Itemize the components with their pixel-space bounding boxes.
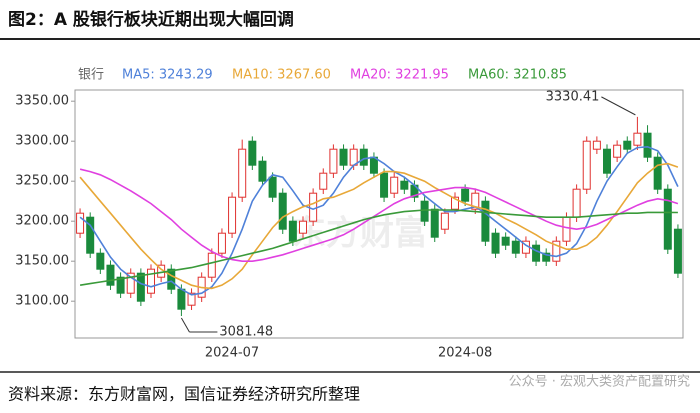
candle-body (147, 268, 155, 294)
x-tick-label: 2024-07 (205, 346, 259, 361)
plot-frame (74, 89, 684, 339)
max-arrow (601, 96, 636, 116)
candle-body (167, 268, 176, 290)
candle-body (633, 132, 642, 146)
candle-body (258, 160, 267, 182)
candle-body (461, 188, 470, 202)
candle-body (329, 148, 338, 174)
y-tick-label: 3100.00 (15, 294, 69, 309)
candle-body (177, 288, 186, 310)
candle-body (319, 172, 328, 190)
candle-body (238, 148, 247, 198)
candle-body (653, 156, 662, 190)
ma-line (79, 168, 679, 263)
candle-body (339, 148, 348, 166)
legend-title: 银行 (78, 68, 104, 83)
candle-body (542, 252, 551, 262)
candle-body (663, 188, 672, 250)
candle-body (511, 240, 520, 254)
candle-body (501, 236, 510, 246)
legend-label: MA10: 3267.60 (232, 68, 331, 83)
candle-body (613, 144, 622, 158)
candle-body (380, 172, 389, 198)
candle-body (481, 200, 490, 242)
min-annotation: 3081.48 (219, 325, 273, 340)
y-tick-label: 3150.00 (15, 254, 69, 269)
legend-label: MA60: 3210.85 (468, 68, 567, 83)
candle-body (268, 176, 277, 198)
candle-body (96, 252, 105, 270)
candle-body (532, 244, 541, 262)
candle-body (207, 252, 216, 278)
y-tick-label: 3300.00 (15, 134, 69, 149)
candle-body (309, 192, 318, 222)
candle-body (562, 216, 571, 242)
candle-body (430, 208, 439, 238)
candle-body (76, 212, 85, 234)
candle-body (359, 148, 368, 166)
candle-body (106, 264, 115, 286)
ma-line (79, 209, 678, 286)
watermark-wechat: 公众号 · 宏观大类资产配置研究 (509, 375, 690, 390)
candle-body (592, 140, 601, 150)
ma-line (79, 145, 679, 296)
candle-body (288, 220, 297, 242)
legend-label: MA5: 3243.29 (122, 68, 213, 83)
x-tick-label: 2024-08 (438, 346, 492, 361)
candle-body (491, 232, 500, 254)
candle-body (603, 148, 611, 174)
candle-body (582, 140, 591, 190)
candle-body (136, 272, 145, 302)
candle-body (126, 272, 135, 294)
y-tick-label: 3350.00 (15, 94, 69, 109)
candle-body (299, 220, 307, 234)
max-annotation: 3330.41 (546, 89, 600, 104)
candle-body (623, 140, 632, 150)
source-note: 资料来源：东方财富网，国信证券经济研究所整理 (8, 385, 360, 404)
candle-body (278, 192, 287, 230)
candle-body (673, 228, 682, 274)
candle-body (116, 276, 125, 294)
legend-label: MA20: 3221.95 (350, 68, 449, 83)
candle-body (552, 240, 561, 262)
candle-body (217, 232, 226, 254)
candle-body (390, 176, 399, 194)
candle-body (248, 140, 257, 166)
candle-body (400, 180, 409, 190)
candle-body (572, 188, 581, 218)
candle-body (440, 212, 449, 230)
candle-body (187, 292, 196, 306)
candle-body (420, 200, 429, 222)
candle-body (228, 196, 237, 234)
candle-body (471, 192, 480, 210)
y-tick-label: 3250.00 (15, 174, 69, 189)
y-tick-label: 3200.00 (15, 214, 69, 229)
candle-body (643, 132, 652, 158)
ma-line (79, 162, 679, 290)
min-arrow (180, 317, 190, 333)
chart-title: 图2：A 股银行板块近期出现大幅回调 (8, 9, 294, 30)
candle-body (86, 216, 95, 254)
